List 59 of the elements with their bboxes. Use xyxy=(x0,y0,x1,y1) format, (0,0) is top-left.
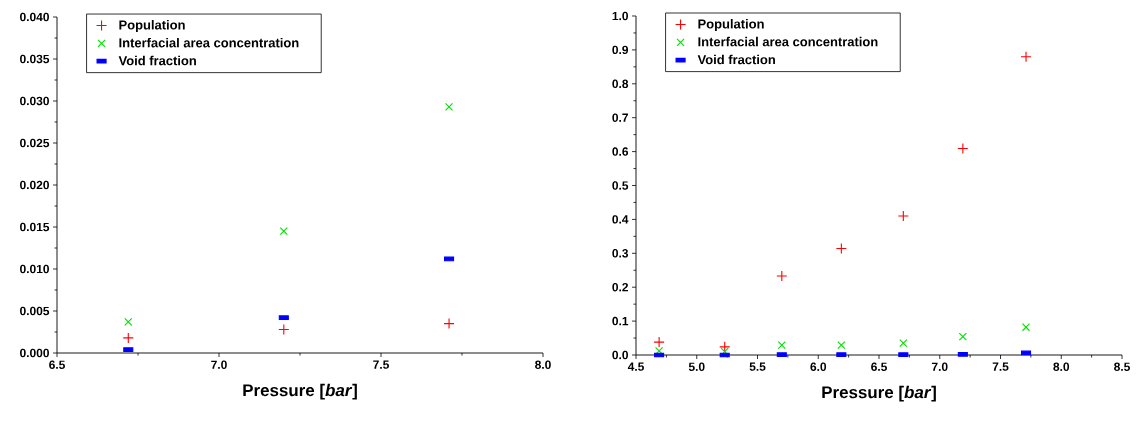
point xyxy=(958,332,967,341)
point xyxy=(444,102,454,111)
x-tick-label: 7.5 xyxy=(992,362,1009,371)
y-tick-label: 0.005 xyxy=(20,306,50,316)
point xyxy=(443,318,455,330)
y-tick-label: 0.000 xyxy=(20,348,49,358)
y-tick-label: 0.020 xyxy=(20,180,49,190)
legend-label: Interfacial area concentration xyxy=(698,36,878,47)
y-tick-label: 0.4 xyxy=(612,215,629,224)
y-tick-label: 0.9 xyxy=(612,45,629,55)
y-tick-label: 0.015 xyxy=(20,222,50,232)
y-tick-label: 0.8 xyxy=(612,79,629,89)
y-tick-label: 0.0 xyxy=(612,350,628,360)
x-tick-label: 7.0 xyxy=(931,362,948,371)
point xyxy=(278,323,290,336)
y-tick-label: 0.035 xyxy=(20,54,50,64)
x-tick-label: 7.5 xyxy=(373,360,389,369)
point xyxy=(719,341,731,353)
legend-label: Interfacial area concentration xyxy=(119,37,299,48)
y-tick-label: 0.1 xyxy=(612,316,629,326)
legend-label: Population xyxy=(698,18,764,32)
x-tick-label: 6.5 xyxy=(49,360,65,369)
point xyxy=(1020,51,1032,63)
x-tick-label: 5.5 xyxy=(749,362,766,371)
point xyxy=(897,210,909,222)
point xyxy=(279,227,288,236)
legend-label: Population xyxy=(119,20,185,33)
point xyxy=(835,243,847,255)
legend-label: Void fraction xyxy=(118,55,196,66)
point xyxy=(653,336,665,348)
y-tick-label: 0.025 xyxy=(20,138,50,148)
y-tick-label: 0.3 xyxy=(612,249,629,258)
x-tick-label: 8.0 xyxy=(535,360,551,369)
y-tick-label: 0.010 xyxy=(20,264,49,274)
x-tick-label: 6.0 xyxy=(810,362,827,371)
y-tick-label: 1.0 xyxy=(612,11,628,21)
point xyxy=(776,270,788,282)
point xyxy=(1021,323,1031,332)
x-tick-label: 6.5 xyxy=(871,362,887,371)
point xyxy=(122,332,134,344)
y-tick-label: 0.6 xyxy=(612,147,629,156)
point xyxy=(957,143,969,155)
x-tick-label: 4.5 xyxy=(627,362,644,371)
point xyxy=(777,341,786,350)
y-tick-label: 0.7 xyxy=(612,113,628,122)
y-tick-label: 0.030 xyxy=(20,96,49,106)
y-tick-label: 0.040 xyxy=(20,12,49,22)
x-tick-label: 5.0 xyxy=(688,362,705,371)
x-tick-label: 8.5 xyxy=(1114,362,1130,371)
x-axis-title: Pressure [bar] xyxy=(822,385,936,402)
y-tick-label: 0.5 xyxy=(612,181,629,190)
legend-label: Void fraction xyxy=(697,54,775,65)
point xyxy=(899,339,908,348)
y-tick-label: 0.2 xyxy=(612,282,629,292)
x-tick-label: 8.0 xyxy=(1053,362,1070,371)
point xyxy=(124,317,133,327)
point xyxy=(837,341,846,350)
x-tick-label: 7.0 xyxy=(211,360,227,369)
x-axis-title: Pressure [bar] xyxy=(243,383,357,400)
